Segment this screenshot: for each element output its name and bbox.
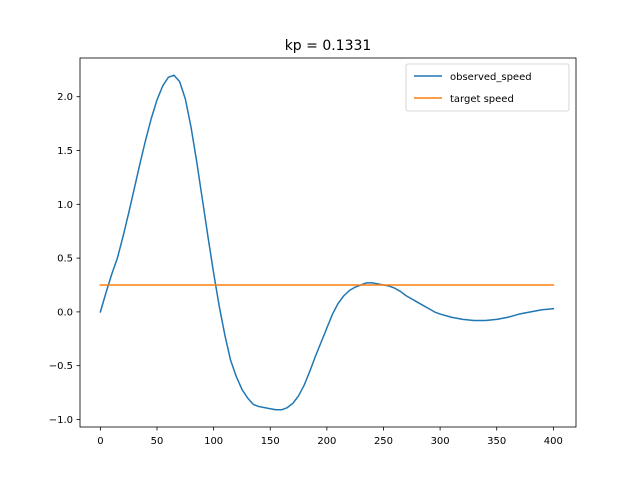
axes-frame: [79, 57, 577, 428]
legend-label: target speed: [450, 94, 514, 105]
y-tick-label: 0.5: [57, 254, 73, 265]
legend-label: observed_speed: [450, 72, 532, 83]
x-tick-label: 0: [97, 436, 103, 447]
legend-box: [405, 63, 570, 112]
axes: 0 50 100 150 200 250 300 350 400 −1.0 −0.5 0.0 0.5 1.…: [49, 57, 577, 447]
series-line-observed-speed: [99, 74, 555, 411]
chart-title: kp = 0.1331: [285, 38, 372, 54]
x-tick-label: 400: [544, 436, 563, 447]
x-tick-label: 300: [431, 436, 450, 447]
x-tick-label: 250: [374, 436, 393, 447]
x-tick-label: 150: [261, 436, 280, 447]
y-tick-label: 1.0: [57, 200, 73, 211]
x-tick-label: 200: [317, 436, 336, 447]
y-tick-label: 2.0: [57, 92, 73, 103]
x-tick-label: 350: [487, 436, 506, 447]
y-tick-label: −1.0: [49, 415, 73, 426]
plot-area: [99, 74, 555, 411]
y-tick-label: −0.5: [49, 361, 73, 372]
x-tick-label: 100: [204, 436, 223, 447]
y-tick-label: 0.0: [57, 307, 73, 318]
y-tick-label: 1.5: [57, 146, 73, 157]
x-tick-label: 50: [151, 436, 164, 447]
